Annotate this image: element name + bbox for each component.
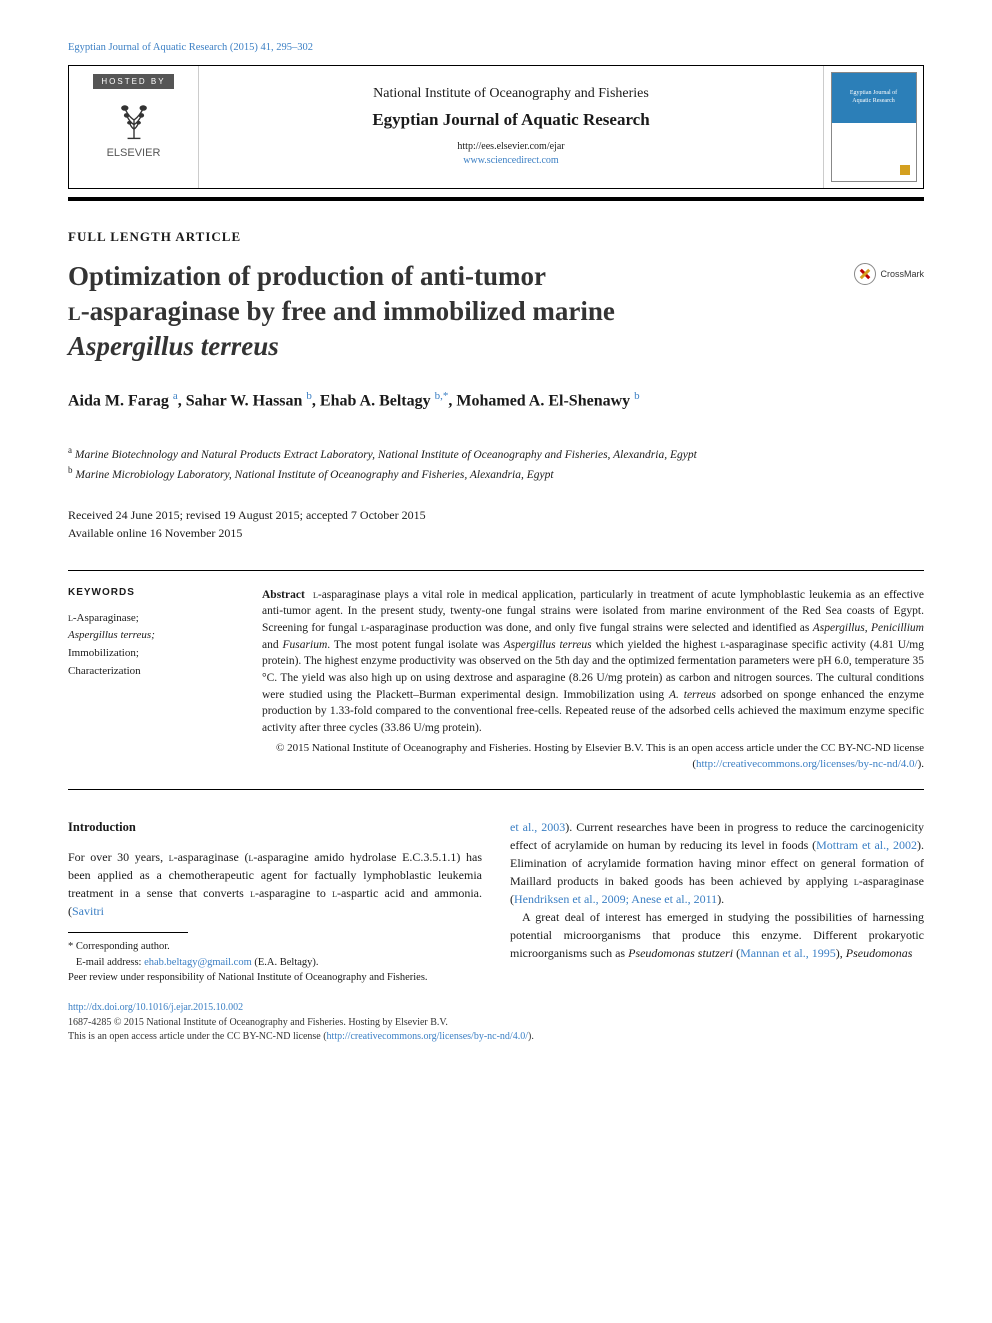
species-pseudomonas: Pseudomonas	[846, 946, 913, 960]
doi-link[interactable]: http://dx.doi.org/10.1016/j.ejar.2015.10…	[68, 1002, 243, 1013]
body-column-left: Introduction For over 30 years, l-aspara…	[68, 818, 482, 985]
license-link[interactable]: http://creativecommons.org/licenses/by-n…	[696, 758, 918, 770]
cover-image: Egyptian Journal of Aquatic Research	[831, 72, 917, 182]
author-name: Mohamed A. El-Shenawy	[456, 393, 630, 410]
dates-line1: Received 24 June 2015; revised 19 August…	[68, 506, 924, 524]
page-footer: http://dx.doi.org/10.1016/j.ejar.2015.10…	[68, 1001, 924, 1045]
affiliation-text: Marine Biotechnology and Natural Product…	[75, 448, 697, 460]
affiliation-marker: a	[68, 445, 72, 455]
citation-mannan[interactable]: Mannan et al., 1995	[740, 946, 836, 960]
cover-thumbnail: Egyptian Journal of Aquatic Research	[823, 66, 923, 188]
species-pseudomonas-stutzeri: Pseudomonas stutzeri	[628, 946, 733, 960]
journal-masthead: HOSTED BY ELSEVIER National Institute of…	[68, 65, 924, 189]
title-row: Optimization of production of anti-tumor…	[68, 259, 924, 364]
abstract-column: Abstract l-asparaginase plays a vital ro…	[262, 587, 924, 773]
author-affiliation-marker: b,*	[435, 390, 449, 402]
journal-urls: http://ees.elsevier.com/ejar www.science…	[211, 140, 811, 168]
copyright-close: ).	[918, 758, 924, 770]
masthead-rule	[68, 197, 924, 201]
author-name: Ehab A. Beltagy	[320, 393, 431, 410]
citation-savitri-cont[interactable]: et al., 2003	[510, 820, 565, 834]
oa-text: This is an open access article under the…	[68, 1031, 327, 1042]
author-affiliation-marker: a	[173, 390, 178, 402]
cover-title-line1: Egyptian Journal of	[834, 90, 914, 98]
oa-close: ).	[528, 1031, 534, 1042]
affiliation-marker: b	[68, 465, 73, 475]
elsevier-tree-icon	[109, 95, 159, 145]
title-species: Aspergillus terreus	[68, 331, 279, 361]
keywords-heading: KEYWORDS	[68, 587, 238, 598]
cover-title-line2: Aquatic Research	[834, 98, 914, 106]
footnotes: * Corresponding author. E-mail address: …	[68, 939, 482, 985]
crossmark-badge[interactable]: CrossMark	[854, 263, 924, 285]
keywords-abstract-block: KEYWORDS l-Asparaginase;Aspergillus terr…	[68, 570, 924, 790]
peer-review-note: Peer review under responsibility of Nati…	[68, 970, 482, 985]
journal-name: Egyptian Journal of Aquatic Research	[211, 110, 811, 130]
abstract-copyright: © 2015 National Institute of Oceanograph…	[262, 741, 924, 773]
institute-name: National Institute of Oceanography and F…	[211, 86, 811, 102]
journal-url-plain: http://ees.elsevier.com/ejar	[211, 140, 811, 154]
author-affiliation-marker: b	[634, 390, 640, 402]
abstract-label: Abstract	[262, 589, 305, 601]
email-author: (E.A. Beltagy).	[252, 957, 319, 968]
body-column-right: et al., 2003). Current researches have b…	[510, 818, 924, 985]
email-line: E-mail address: ehab.beltagy@gmail.com (…	[68, 955, 482, 970]
affiliations: a Marine Biotechnology and Natural Produ…	[68, 444, 924, 484]
col2-text3: ).	[717, 892, 724, 906]
intro-text-1: For over 30 years, l-asparaginase (l-asp…	[68, 850, 482, 918]
email-label: E-mail address:	[76, 957, 144, 968]
citation-savitri[interactable]: Savitri	[72, 904, 104, 918]
author-name: Aida M. Farag	[68, 393, 169, 410]
crossmark-icon	[854, 263, 876, 285]
issn-copyright-line: 1687-4285 © 2015 National Institute of O…	[68, 1016, 924, 1031]
masthead-center: National Institute of Oceanography and F…	[199, 66, 823, 188]
crossmark-label: CrossMark	[880, 269, 924, 279]
running-header: Egyptian Journal of Aquatic Research (20…	[68, 42, 924, 53]
intro-paragraph-1-cont: et al., 2003). Current researches have b…	[510, 818, 924, 908]
title-line2: -asparaginase by free and immobilized ma…	[81, 296, 615, 326]
keywords-list: l-Asparaginase;Aspergillus terreus;Immob…	[68, 610, 238, 680]
citation-mottram[interactable]: Mottram et al., 2002	[816, 838, 917, 852]
title-smallcaps: l	[68, 296, 81, 326]
intro-paragraph-1: For over 30 years, l-asparaginase (l-asp…	[68, 848, 482, 920]
journal-url-link[interactable]: www.sciencedirect.com	[211, 154, 811, 168]
author-name: Sahar W. Hassan	[186, 393, 303, 410]
citation-hendriksen[interactable]: Hendriksen et al., 2009; Anese et al., 2…	[514, 892, 717, 906]
body-columns: Introduction For over 30 years, l-aspara…	[68, 818, 924, 985]
publisher-name: ELSEVIER	[107, 147, 161, 159]
corresponding-author-note: * Corresponding author.	[68, 939, 482, 954]
article-title: Optimization of production of anti-tumor…	[68, 259, 615, 364]
email-link[interactable]: ehab.beltagy@gmail.com	[144, 957, 252, 968]
article-dates: Received 24 June 2015; revised 19 August…	[68, 506, 924, 542]
hosted-by-label: HOSTED BY	[93, 74, 173, 89]
col2-p2-end: ),	[836, 946, 846, 960]
section-heading-introduction: Introduction	[68, 818, 482, 837]
keywords-column: KEYWORDS l-Asparaginase;Aspergillus terr…	[68, 587, 238, 773]
dates-line2: Available online 16 November 2015	[68, 524, 924, 542]
author-affiliation-marker: b	[306, 390, 312, 402]
oa-license-link[interactable]: http://creativecommons.org/licenses/by-n…	[327, 1031, 528, 1042]
title-line1: Optimization of production of anti-tumor	[68, 261, 546, 291]
hosted-by-box: HOSTED BY ELSEVIER	[69, 66, 199, 188]
authors-list: Aida M. Farag a, Sahar W. Hassan b, Ehab…	[68, 388, 924, 413]
article-type: FULL LENGTH ARTICLE	[68, 229, 924, 245]
open-access-line: This is an open access article under the…	[68, 1030, 924, 1045]
intro-paragraph-2: A great deal of interest has emerged in …	[510, 908, 924, 962]
footnote-separator	[68, 932, 188, 933]
abstract-text: -asparaginase plays a vital role in medi…	[262, 589, 924, 734]
affiliation-text: Marine Microbiology Laboratory, National…	[75, 469, 553, 481]
elsevier-logo: ELSEVIER	[107, 95, 161, 159]
